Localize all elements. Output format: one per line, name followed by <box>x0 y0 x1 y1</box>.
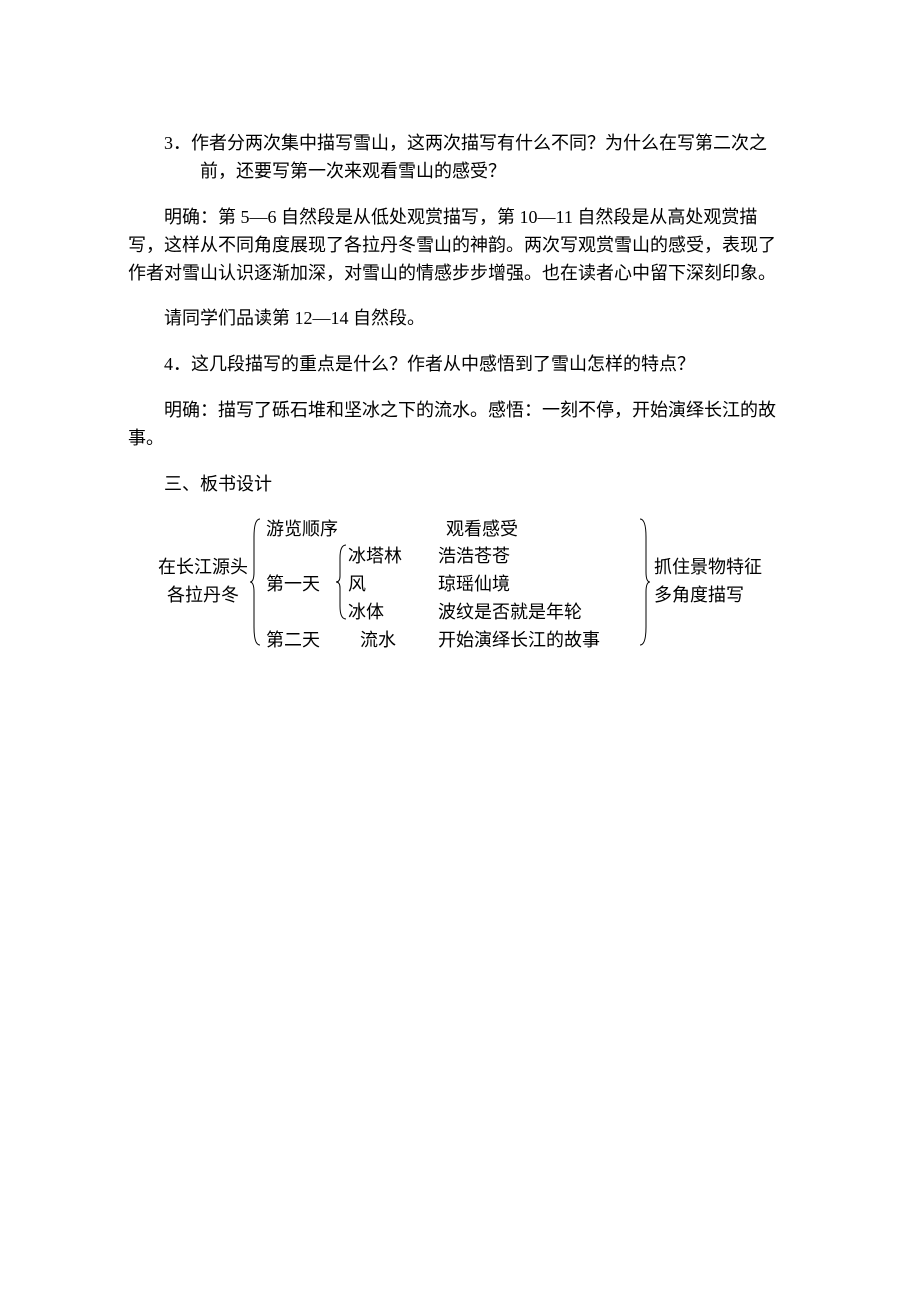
right-brace-icon <box>638 517 650 647</box>
board-day1-item-1: 冰塔林 <box>348 543 402 571</box>
answer-3-followup: 请同学们品读第 12—14 自然段。 <box>128 305 792 333</box>
page: 3．作者分两次集中描写雪山，这两次描写有什么不同？为什么在写第二次之前，还要写第… <box>0 0 920 1302</box>
answer-4: 明确：描写了砾石堆和坚冰之下的流水。感悟：一刻不停，开始演绎长江的故事。 <box>128 397 792 453</box>
board-obs-1: 浩浩苍苍 <box>438 543 638 571</box>
section-3-title: 三、板书设计 <box>128 471 792 499</box>
question-4: 4．这几段描写的重点是什么？作者从中感悟到了雪山怎样的特点？ <box>128 351 792 379</box>
board-header-row: 游览顺序 观看感受 <box>262 517 638 543</box>
board-day1-item-3: 冰体 <box>348 599 402 627</box>
board-left-label: 在长江源头 各拉丹冬 <box>158 517 250 647</box>
board-day2-item: 流水 <box>360 627 396 655</box>
board-observations: 浩浩苍苍 琼瑶仙境 波纹是否就是年轮 开始演绎长江的故事 <box>402 543 638 655</box>
board-day2-label: 第二天 <box>266 627 336 655</box>
board-middle: 游览顺序 观看感受 第一天 第二天 <box>262 517 638 647</box>
board-right-line1: 抓住景物特征 <box>654 554 762 582</box>
board-obs-3: 波纹是否就是年轮 <box>438 599 638 627</box>
day1-brace-icon <box>336 543 348 621</box>
board-right-line2: 多角度描写 <box>654 582 762 610</box>
board-header-col2: 观看感受 <box>426 516 518 544</box>
board-left-line1: 在长江源头 <box>158 554 248 582</box>
board-right-label: 抓住景物特征 多角度描写 <box>650 517 762 647</box>
board-day1-items: 冰塔林 风 冰体 <box>348 543 402 627</box>
board-obs-2: 琼瑶仙境 <box>438 571 638 599</box>
board-day1-item-2: 风 <box>348 571 402 599</box>
board-day1-group: 冰塔林 风 冰体 <box>336 543 402 627</box>
board-body: 第一天 第二天 冰塔林 <box>262 543 638 655</box>
answer-3: 明确：第 5—6 自然段是从低处观赏描写，第 10—11 自然段是从高处观赏描写… <box>128 204 792 288</box>
board-days-col: 第一天 第二天 <box>262 543 336 655</box>
left-brace-icon <box>250 517 262 647</box>
board-header-col1: 游览顺序 <box>262 516 426 544</box>
board-day1-label: 第一天 <box>266 571 336 599</box>
board-obs-4: 开始演绎长江的故事 <box>438 627 638 655</box>
board-left-line2: 各拉丹冬 <box>167 582 239 610</box>
question-3: 3．作者分两次集中描写雪山，这两次描写有什么不同？为什么在写第二次之前，还要写第… <box>128 130 792 186</box>
board-diagram: 在长江源头 各拉丹冬 游览顺序 观看感受 第一天 <box>128 517 792 647</box>
